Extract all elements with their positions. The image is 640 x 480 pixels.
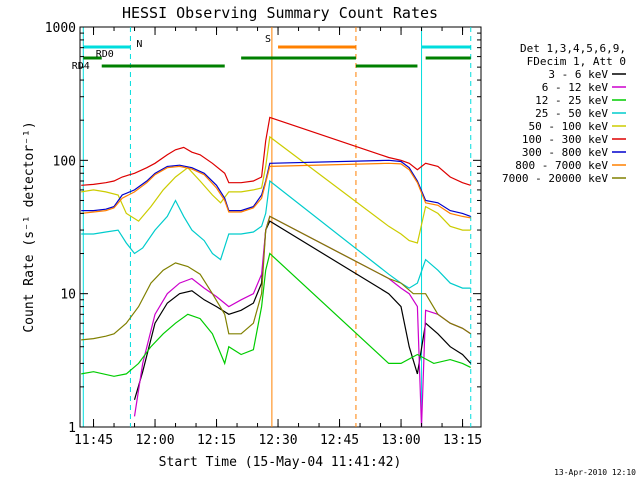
x-tick-label-3: 12:30 <box>258 433 297 448</box>
x-tick-label-6: 13:15 <box>443 433 482 448</box>
flag-bars: N S RD0 RD4 <box>72 34 471 72</box>
legend-label-6: 300 - 800 keV <box>522 146 608 159</box>
legend-label-3: 25 - 50 keV <box>535 107 608 120</box>
legend-label-5: 100 - 300 keV <box>522 133 608 146</box>
legend-label-8: 7000 - 20000 keV <box>502 172 608 185</box>
x-tick-label-5: 13:00 <box>381 433 420 448</box>
flag-label-6: RD4 <box>72 61 90 72</box>
legend-label-4: 50 - 100 keV <box>529 120 609 133</box>
chart-title: HESSI Observing Summary Count Rates <box>122 4 438 22</box>
legend-label-2: 12 - 25 keV <box>535 94 608 107</box>
plot-frame <box>79 26 482 428</box>
legend-label-1: 6 - 12 keV <box>542 81 609 94</box>
footer-timestamp: 13-Apr-2010 12:10 <box>554 468 636 477</box>
x-tick-label-1: 12:00 <box>135 433 174 448</box>
x-tick-label-4: 12:45 <box>320 433 359 448</box>
legend: Det 1,3,4,5,6,9,FDecim 1, Att 03 - 6 keV… <box>502 42 626 185</box>
legend-header-0: Det 1,3,4,5,6,9, <box>520 42 626 55</box>
series-line-1 <box>133 215 472 428</box>
series-line-7 <box>81 162 471 219</box>
y-tick-label-0: 1 <box>68 421 76 436</box>
flag-label-2: S <box>265 34 271 45</box>
y-axis-label: Count Rate (s⁻¹ detector⁻¹) <box>22 121 37 332</box>
x-axis-label: Start Time (15-May-04 11:41:42) <box>159 455 402 470</box>
x-tick-label-0: 11:45 <box>74 433 113 448</box>
legend-header-1: FDecim 1, Att 0 <box>527 55 626 68</box>
y-tick-label-3: 1000 <box>45 21 76 36</box>
legend-label-7: 800 - 7000 keV <box>515 159 608 172</box>
y-tick-label-2: 100 <box>53 154 76 169</box>
series-line-8 <box>81 215 472 341</box>
series-line-4 <box>81 135 471 244</box>
series-lines <box>81 116 472 428</box>
vertical-markers <box>82 27 472 427</box>
series-line-0 <box>133 220 472 400</box>
series-line-5 <box>81 116 471 186</box>
x-tick-label-2: 12:15 <box>197 433 236 448</box>
y-tick-label-1: 10 <box>60 288 76 303</box>
legend-label-0: 3 - 6 keV <box>548 68 608 81</box>
series-line-2 <box>81 252 471 377</box>
flag-label-3: RD0 <box>96 49 114 60</box>
axes: 1 10 100 1000 11:45 12:00 12:15 12:30 12:45 13:00… <box>45 21 482 448</box>
series-line-3 <box>81 179 471 289</box>
flag-label-0: N <box>136 39 142 50</box>
